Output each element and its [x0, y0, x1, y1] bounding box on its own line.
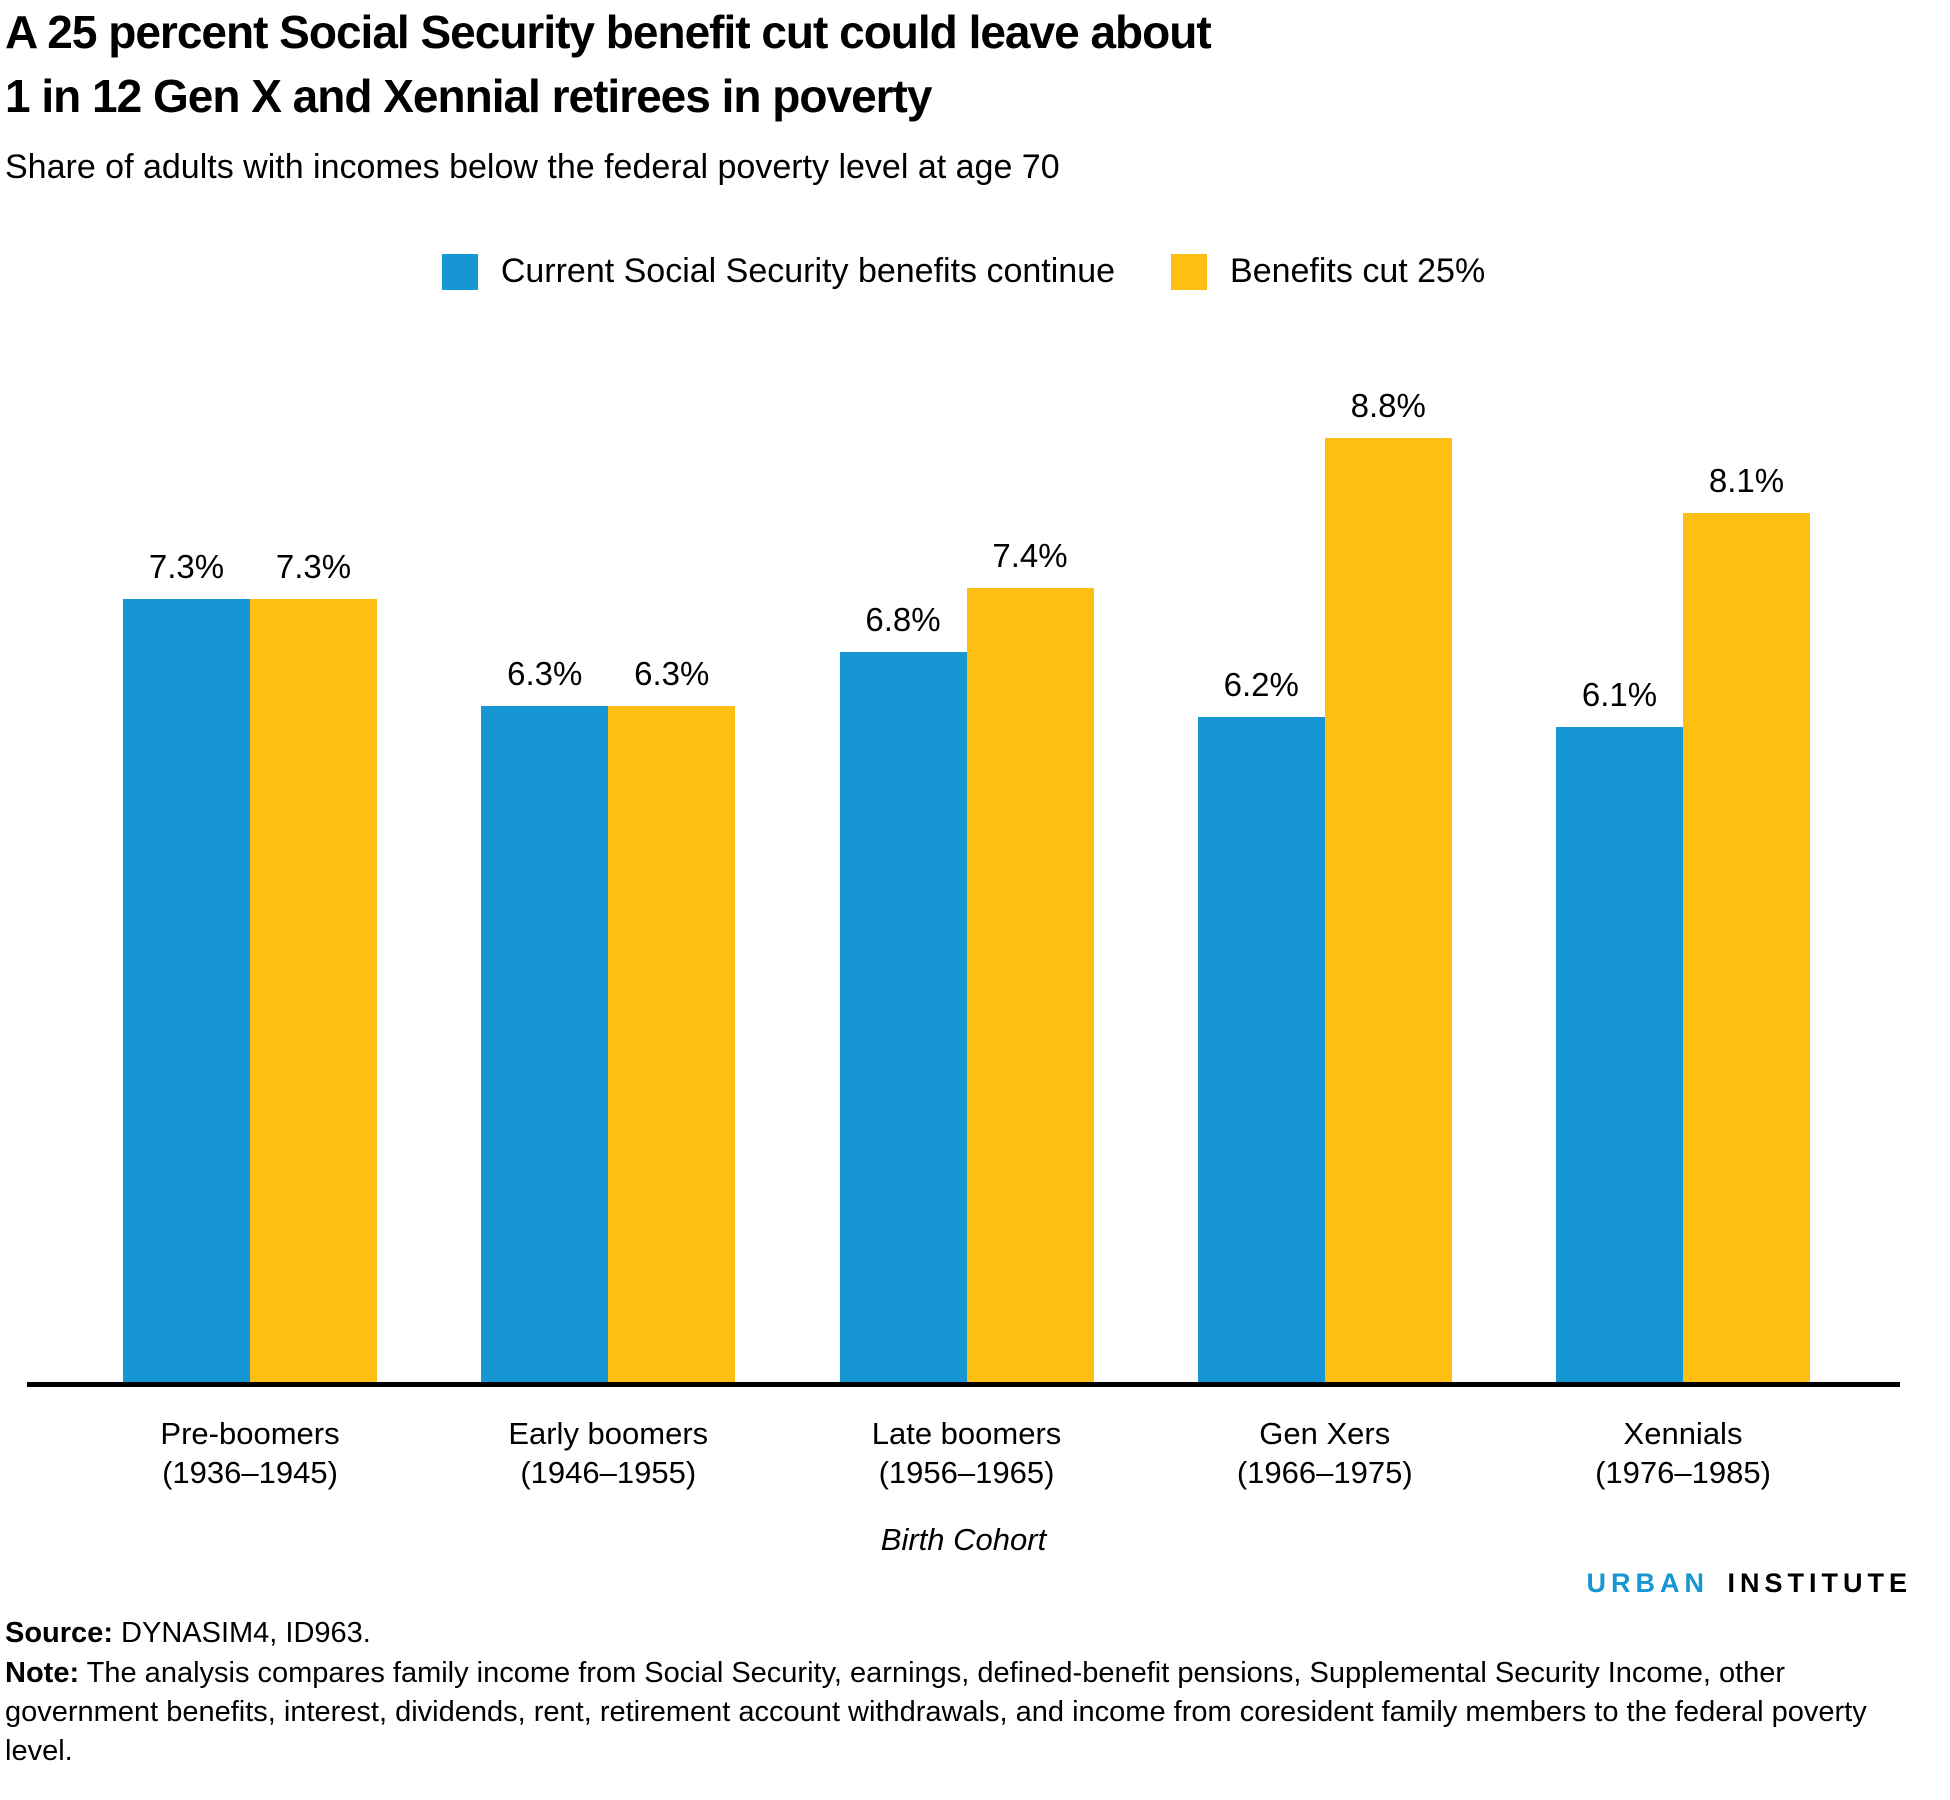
- logo-urban-text: URBAN: [1586, 1568, 1709, 1598]
- bar-cut-2: [966, 588, 1094, 1382]
- bar-value-label: 6.3%: [634, 655, 710, 692]
- bar-value-label: 7.4%: [992, 537, 1068, 574]
- legend-item-cut: Benefits cut 25%: [1171, 252, 1485, 291]
- logo-institute-text: INSTITUTE: [1727, 1568, 1912, 1598]
- bar-column-current-4: 6.1%: [1556, 675, 1683, 1382]
- bar-value-label: 6.2%: [1223, 666, 1299, 703]
- bar-column-cut-4: 8.1%: [1683, 461, 1810, 1382]
- bar-column-cut-0: 7.3%: [250, 547, 377, 1382]
- bar-column-current-0: 7.3%: [123, 547, 250, 1382]
- bar-value-label: 6.3%: [507, 655, 583, 692]
- x-tick-label: Pre-boomers: [160, 1416, 340, 1451]
- x-tick-3: Gen Xers (1966–1975): [1198, 1414, 1452, 1492]
- bar-group-4: 6.1% 8.1%: [1556, 461, 1810, 1382]
- bar-chart-plot-area: 7.3% 7.3% 6.3% 6.3% 6.8% 7.4% 6.2% 8.8% 6.1% 8.1%: [27, 330, 1900, 1387]
- source-text: DYNASIM4, ID963.: [121, 1617, 371, 1649]
- x-tick-label: Xennials: [1623, 1416, 1743, 1451]
- note-line: Note: The analysis compares family incom…: [5, 1654, 1920, 1771]
- bar-current-4: [1556, 727, 1683, 1382]
- bar-value-label: 7.3%: [148, 548, 225, 585]
- x-axis-labels: Pre-boomers (1936–1945) Early boomers (1946…: [27, 1414, 1900, 1492]
- x-tick-range: (1956–1965): [878, 1455, 1055, 1490]
- x-tick-range: (1966–1975): [1236, 1455, 1413, 1490]
- bar-cut-4: [1683, 513, 1810, 1382]
- bar-current-1: [481, 706, 609, 1382]
- source-line: Source: DYNASIM4, ID963.: [5, 1614, 371, 1652]
- bar-current-3: [1197, 717, 1325, 1382]
- x-tick-1: Early boomers (1946–1955): [481, 1414, 735, 1492]
- bar-value-label: 8.8%: [1350, 387, 1426, 424]
- bar-column-cut-3: 8.8%: [1324, 386, 1452, 1382]
- bar-value-label: 7.3%: [275, 548, 352, 585]
- x-tick-label: Late boomers: [871, 1416, 1062, 1451]
- bar-current-2: [839, 652, 967, 1382]
- legend-item-current: Current Social Security benefits continu…: [441, 252, 1116, 291]
- note-text: The analysis compares family income from…: [5, 1657, 1867, 1767]
- bar-column-cut-1: 6.3%: [608, 654, 736, 1382]
- legend-swatch-current-icon: [441, 253, 478, 290]
- x-axis-title: Birth Cohort: [880, 1522, 1047, 1557]
- source-label: Source:: [5, 1617, 113, 1649]
- chart-title: A 25 percent Social Security benefit cut…: [5, 6, 1212, 122]
- bar-column-current-3: 6.2%: [1197, 665, 1325, 1382]
- bar-column-current-2: 6.8%: [839, 600, 967, 1382]
- legend: Current Social Security benefits continu…: [27, 252, 1900, 291]
- bar-group-2: 6.8% 7.4%: [839, 536, 1094, 1382]
- bar-group-0: 7.3% 7.3%: [123, 547, 377, 1382]
- x-tick-range: (1946–1955): [520, 1455, 697, 1490]
- x-tick-range: (1936–1945): [162, 1455, 338, 1490]
- x-tick-label: Early boomers: [508, 1416, 709, 1451]
- urban-institute-logo: URBAN INSTITUTE: [1586, 1568, 1912, 1599]
- note-label: Note:: [5, 1657, 80, 1689]
- bar-value-label: 6.1%: [1581, 676, 1658, 713]
- x-tick-2: Late boomers (1956–1965): [840, 1414, 1094, 1492]
- bar-cut-1: [608, 706, 736, 1382]
- x-tick-0: Pre-boomers (1936–1945): [123, 1414, 377, 1492]
- bar-column-current-1: 6.3%: [481, 654, 609, 1382]
- bar-current-0: [123, 599, 250, 1382]
- legend-label-current: Current Social Security benefits continu…: [500, 252, 1116, 290]
- x-tick-4: Xennials (1976–1985): [1556, 1414, 1810, 1492]
- bar-cut-3: [1324, 438, 1452, 1382]
- x-tick-range: (1976–1985): [1595, 1455, 1771, 1490]
- bar-value-label: 6.8%: [865, 601, 941, 638]
- bar-group-3: 6.2% 8.8%: [1197, 386, 1452, 1382]
- bar-group-1: 6.3% 6.3%: [481, 654, 736, 1382]
- legend-swatch-cut-icon: [1171, 253, 1208, 290]
- bar-column-cut-2: 7.4%: [966, 536, 1094, 1382]
- legend-label-cut: Benefits cut 25%: [1230, 252, 1486, 290]
- chart-subtitle: Share of adults with incomes below the f…: [5, 148, 1060, 186]
- bar-cut-0: [250, 599, 377, 1382]
- x-tick-label: Gen Xers: [1259, 1416, 1391, 1451]
- bar-value-label: 8.1%: [1708, 462, 1785, 499]
